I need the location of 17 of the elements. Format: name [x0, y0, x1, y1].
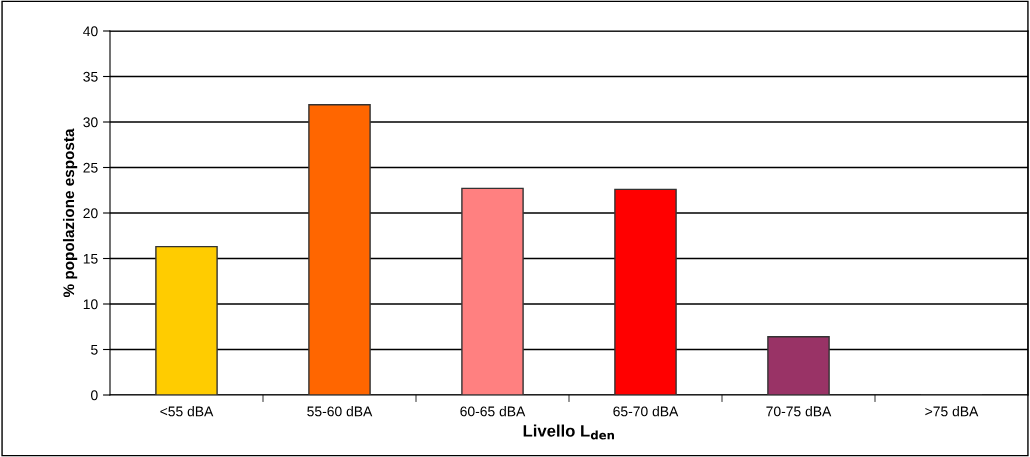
x-tick-label: >75 dBA — [925, 406, 979, 417]
y-tick-label: 35 — [83, 71, 98, 82]
y-tick-label: 25 — [83, 162, 98, 173]
y-tick-label: 15 — [83, 253, 98, 264]
x-tick-label: 60-65 dBA — [460, 406, 526, 417]
x-axis-title: Livello L$_{den}$ — [523, 424, 614, 440]
y-tick-label: 5 — [91, 344, 98, 355]
y-axis-title: % popolazione esposta — [62, 128, 78, 298]
x-tick-label: 65-70 dBA — [613, 406, 679, 417]
y-tick-label: 30 — [83, 117, 98, 128]
x-tick-label: 70-75 dBA — [766, 406, 832, 417]
x-tick-label: 55-60 dBA — [307, 406, 373, 417]
y-tick-label: 0 — [91, 390, 98, 401]
y-tick-label: 40 — [83, 26, 98, 37]
y-tick-label: 10 — [83, 299, 98, 310]
y-tick-label: 20 — [83, 208, 98, 219]
x-tick-label: <55 dBA — [160, 406, 214, 417]
